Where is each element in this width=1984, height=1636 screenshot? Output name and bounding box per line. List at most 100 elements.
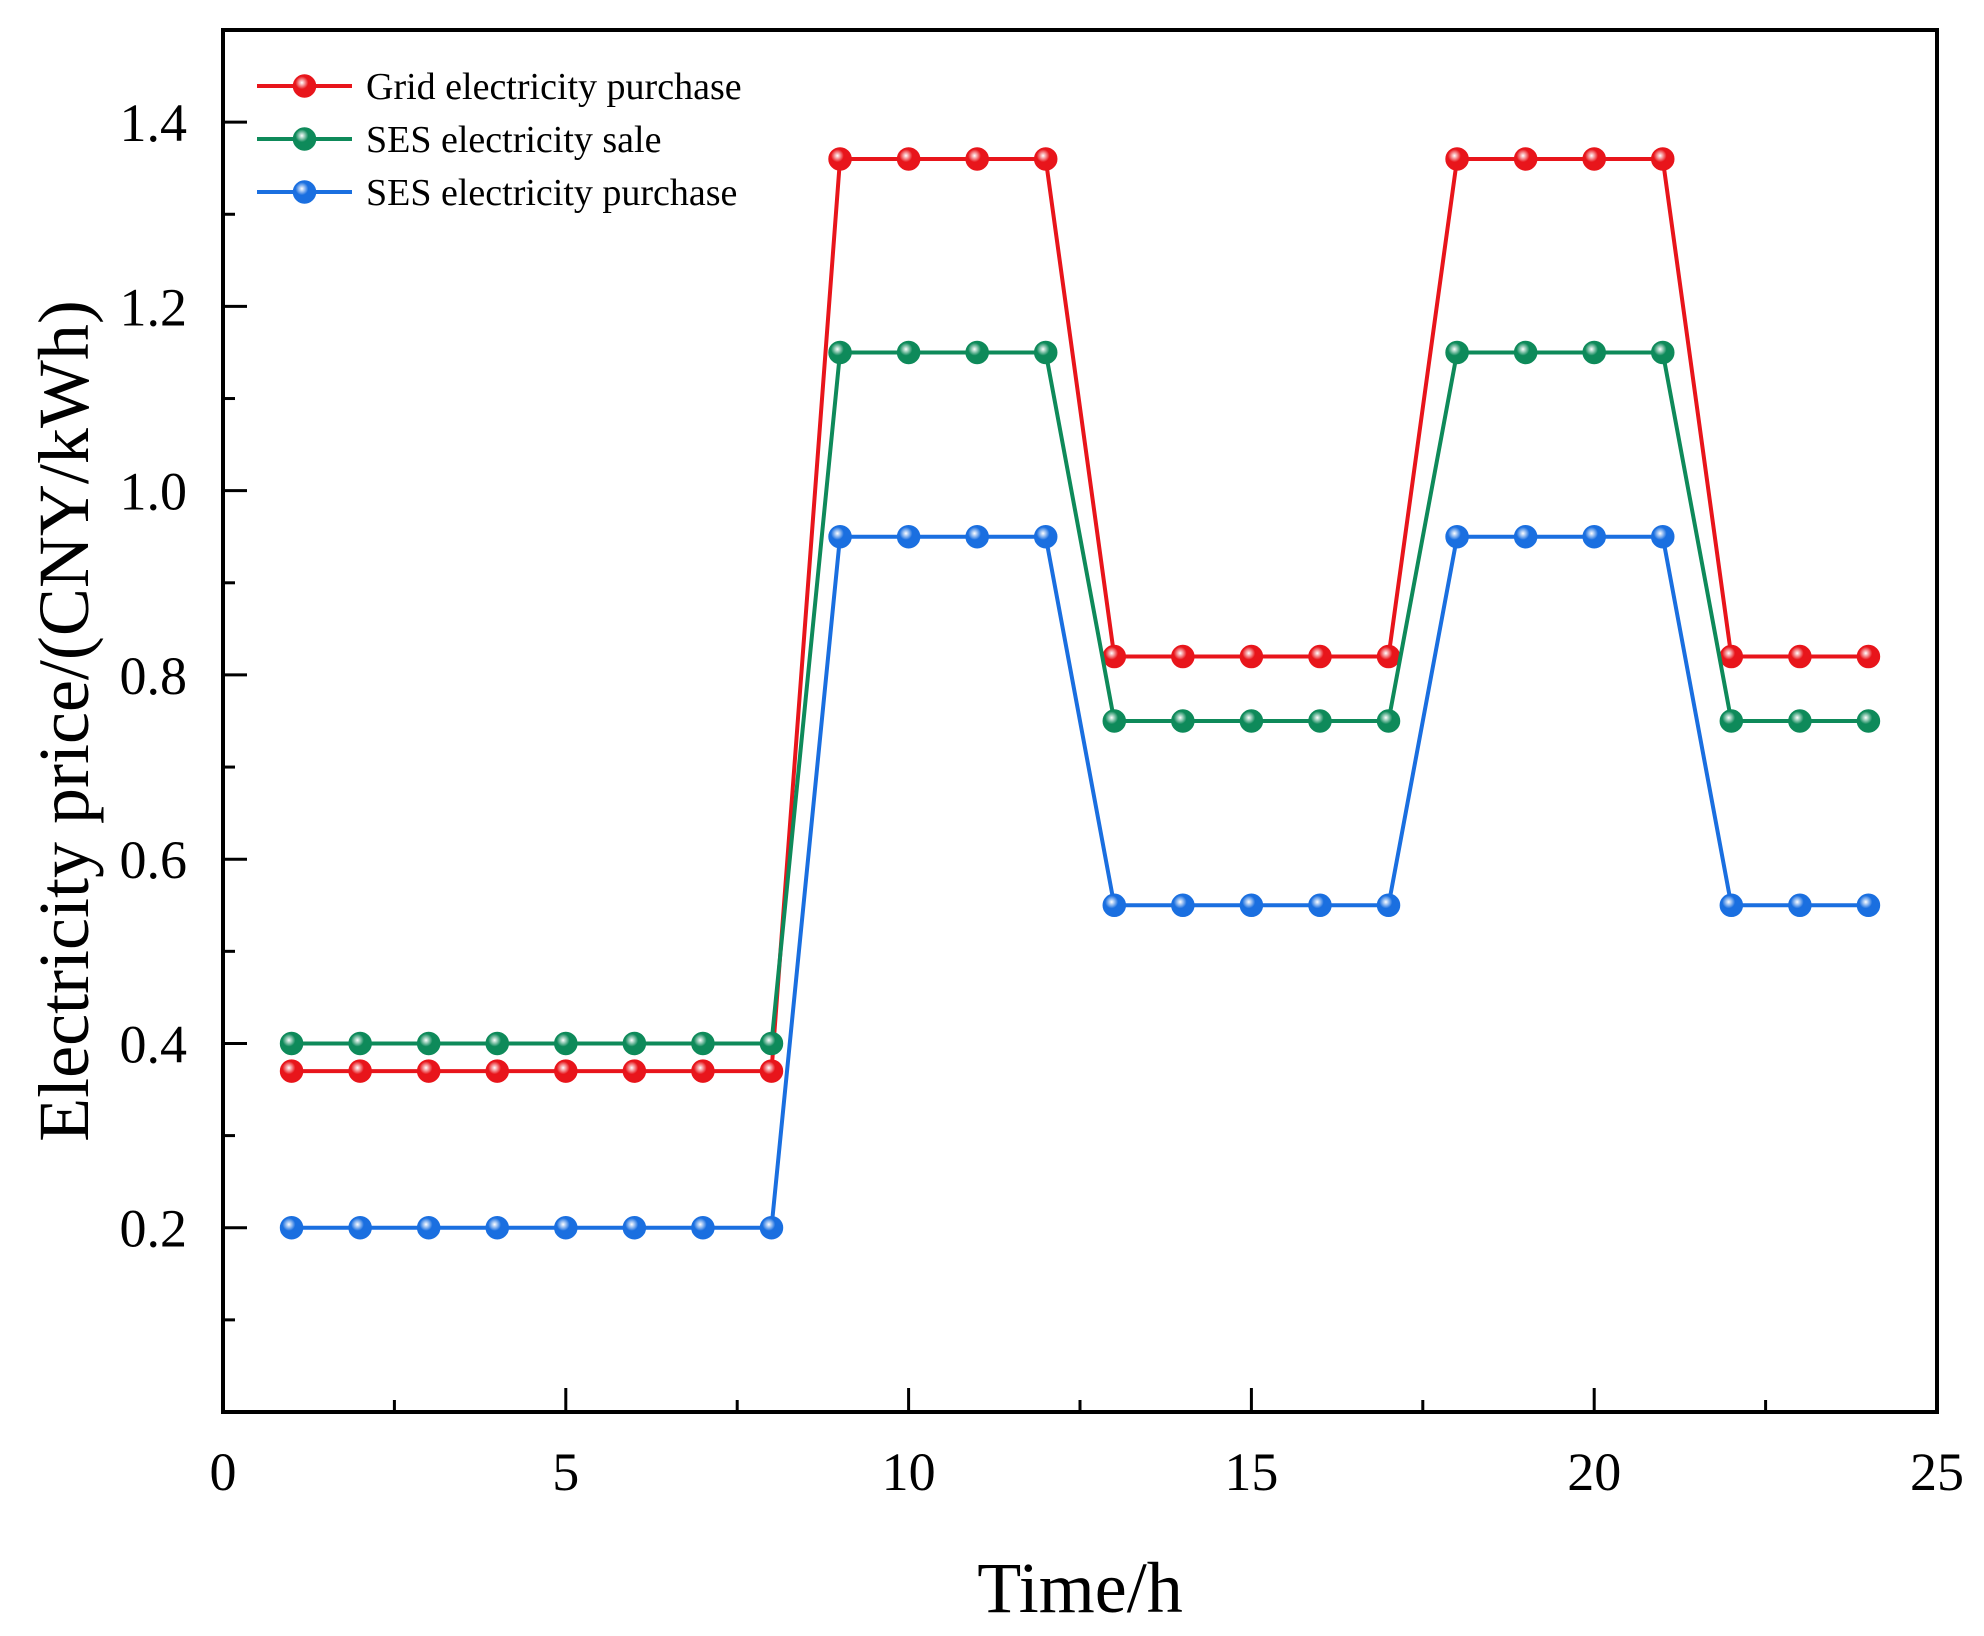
data-point-ses-electricity-sale (1376, 709, 1401, 733)
y-tick-label-1.2: 1.2 (120, 277, 188, 337)
data-point-grid-electricity-purchase (965, 147, 989, 171)
x-tick-label-5: 5 (552, 1442, 579, 1502)
data-point-grid-electricity-purchase (1582, 147, 1606, 171)
y-tick-label-0.8: 0.8 (120, 646, 188, 706)
data-point-ses-electricity-sale (896, 340, 921, 365)
legend-label: SES electricity sale (366, 119, 661, 161)
data-point-ses-electricity-purchase (348, 1215, 372, 1240)
data-point-ses-electricity-purchase (1102, 893, 1127, 918)
data-point-ses-electricity-purchase (691, 1215, 715, 1240)
data-point-ses-electricity-sale (554, 1031, 578, 1056)
x-tick-label-15: 15 (1224, 1442, 1278, 1502)
data-point-ses-electricity-sale (416, 1031, 441, 1056)
data-point-grid-electricity-purchase (1033, 147, 1058, 171)
x-tick-label-10: 10 (882, 1442, 936, 1502)
series-ses-electricity-purchase (279, 524, 1881, 1240)
data-point-grid-electricity-purchase (896, 147, 921, 171)
series-layer (279, 147, 1881, 1240)
x-axis-title: Time/h (977, 1548, 1182, 1628)
y-tick-label-0.2: 0.2 (120, 1199, 188, 1259)
series-ses-electricity-sale (279, 340, 1881, 1056)
data-point-ses-electricity-purchase (1308, 893, 1332, 918)
data-point-grid-electricity-purchase (279, 1059, 304, 1083)
data-point-grid-electricity-purchase (1856, 644, 1881, 669)
data-point-grid-electricity-purchase (348, 1059, 372, 1083)
data-point-ses-electricity-sale (1102, 709, 1127, 733)
y-tick-label-0.4: 0.4 (120, 1014, 188, 1074)
data-point-ses-electricity-purchase (1788, 893, 1812, 918)
data-point-ses-electricity-purchase (1171, 893, 1195, 918)
data-point-ses-electricity-purchase (965, 524, 989, 549)
data-point-ses-electricity-purchase (1856, 893, 1881, 918)
data-point-grid-electricity-purchase (1445, 147, 1469, 171)
data-point-grid-electricity-purchase (1513, 147, 1538, 171)
data-point-ses-electricity-purchase (1445, 524, 1469, 549)
data-point-ses-electricity-sale (691, 1031, 715, 1056)
data-point-ses-electricity-purchase (1651, 524, 1675, 549)
legend-label: Grid electricity purchase (366, 66, 742, 108)
data-point-ses-electricity-purchase (279, 1215, 304, 1240)
legend-marker (292, 74, 317, 98)
y-tick-label-1.4: 1.4 (120, 93, 188, 153)
data-point-grid-electricity-purchase (1308, 644, 1332, 669)
legend-marker (292, 180, 317, 204)
data-point-ses-electricity-purchase (1719, 893, 1744, 918)
data-point-ses-electricity-sale (1033, 340, 1058, 365)
data-point-ses-electricity-sale (828, 340, 852, 365)
data-point-ses-electricity-purchase (1239, 893, 1264, 918)
data-point-grid-electricity-purchase (1651, 147, 1675, 171)
series-line-ses-electricity-sale (291, 350, 1869, 1046)
data-point-ses-electricity-sale (1719, 709, 1744, 733)
legend-marker (292, 127, 317, 151)
data-point-grid-electricity-purchase (1171, 644, 1195, 669)
y-axis-title: Electricity price/(CNY/kWh) (24, 300, 104, 1142)
data-point-grid-electricity-purchase (416, 1059, 441, 1083)
data-point-grid-electricity-purchase (1719, 644, 1744, 669)
data-point-grid-electricity-purchase (828, 147, 852, 171)
legend: Grid electricity purchase SES electricity… (257, 66, 742, 214)
data-point-ses-electricity-sale (622, 1031, 647, 1056)
data-point-grid-electricity-purchase (759, 1059, 784, 1083)
data-point-grid-electricity-purchase (622, 1059, 647, 1083)
series-grid-electricity-purchase (279, 147, 1881, 1083)
data-point-grid-electricity-purchase (1102, 644, 1127, 669)
data-point-ses-electricity-purchase (416, 1215, 441, 1240)
data-point-ses-electricity-purchase (1033, 524, 1058, 549)
data-point-ses-electricity-sale (348, 1031, 372, 1056)
series-line-grid-electricity-purchase (291, 156, 1869, 1074)
data-point-ses-electricity-sale (1445, 340, 1469, 365)
data-point-ses-electricity-sale (1856, 709, 1881, 733)
data-point-ses-electricity-purchase (1513, 524, 1538, 549)
y-tick-label-1.0: 1.0 (120, 462, 188, 522)
axes: 0 5 10 15 20 25 0.2 0.4 0.6 0.8 1.0 1.2 1.4 (120, 28, 1964, 1502)
series-line-ses-electricity-purchase (291, 534, 1869, 1230)
x-tick-label-25: 25 (1910, 1442, 1964, 1502)
data-point-ses-electricity-sale (1308, 709, 1332, 733)
data-point-ses-electricity-purchase (1582, 524, 1606, 549)
data-point-ses-electricity-purchase (622, 1215, 647, 1240)
data-point-grid-electricity-purchase (1239, 644, 1264, 669)
x-tick-label-20: 20 (1567, 1442, 1621, 1502)
data-point-ses-electricity-purchase (485, 1215, 509, 1240)
y-tick-label-0.6: 0.6 (120, 830, 188, 890)
data-point-ses-electricity-sale (1651, 340, 1675, 365)
data-point-ses-electricity-sale (1513, 340, 1538, 365)
data-point-ses-electricity-purchase (1376, 893, 1401, 918)
data-point-ses-electricity-sale (1788, 709, 1812, 733)
data-point-grid-electricity-purchase (554, 1059, 578, 1083)
data-point-ses-electricity-purchase (828, 524, 852, 549)
legend-item-ses-electricity-sale: SES electricity sale (257, 119, 661, 161)
data-point-ses-electricity-sale (759, 1031, 784, 1056)
data-point-ses-electricity-sale (1582, 340, 1606, 365)
legend-item-grid-electricity-purchase: Grid electricity purchase (257, 66, 742, 108)
data-point-ses-electricity-purchase (896, 524, 921, 549)
data-point-ses-electricity-sale (279, 1031, 304, 1056)
data-point-ses-electricity-sale (485, 1031, 509, 1056)
data-point-ses-electricity-purchase (759, 1215, 784, 1240)
data-point-ses-electricity-sale (1239, 709, 1264, 733)
legend-label: SES electricity purchase (366, 172, 737, 214)
data-point-ses-electricity-sale (1171, 709, 1195, 733)
data-point-ses-electricity-sale (965, 340, 989, 365)
data-point-grid-electricity-purchase (1376, 644, 1401, 669)
